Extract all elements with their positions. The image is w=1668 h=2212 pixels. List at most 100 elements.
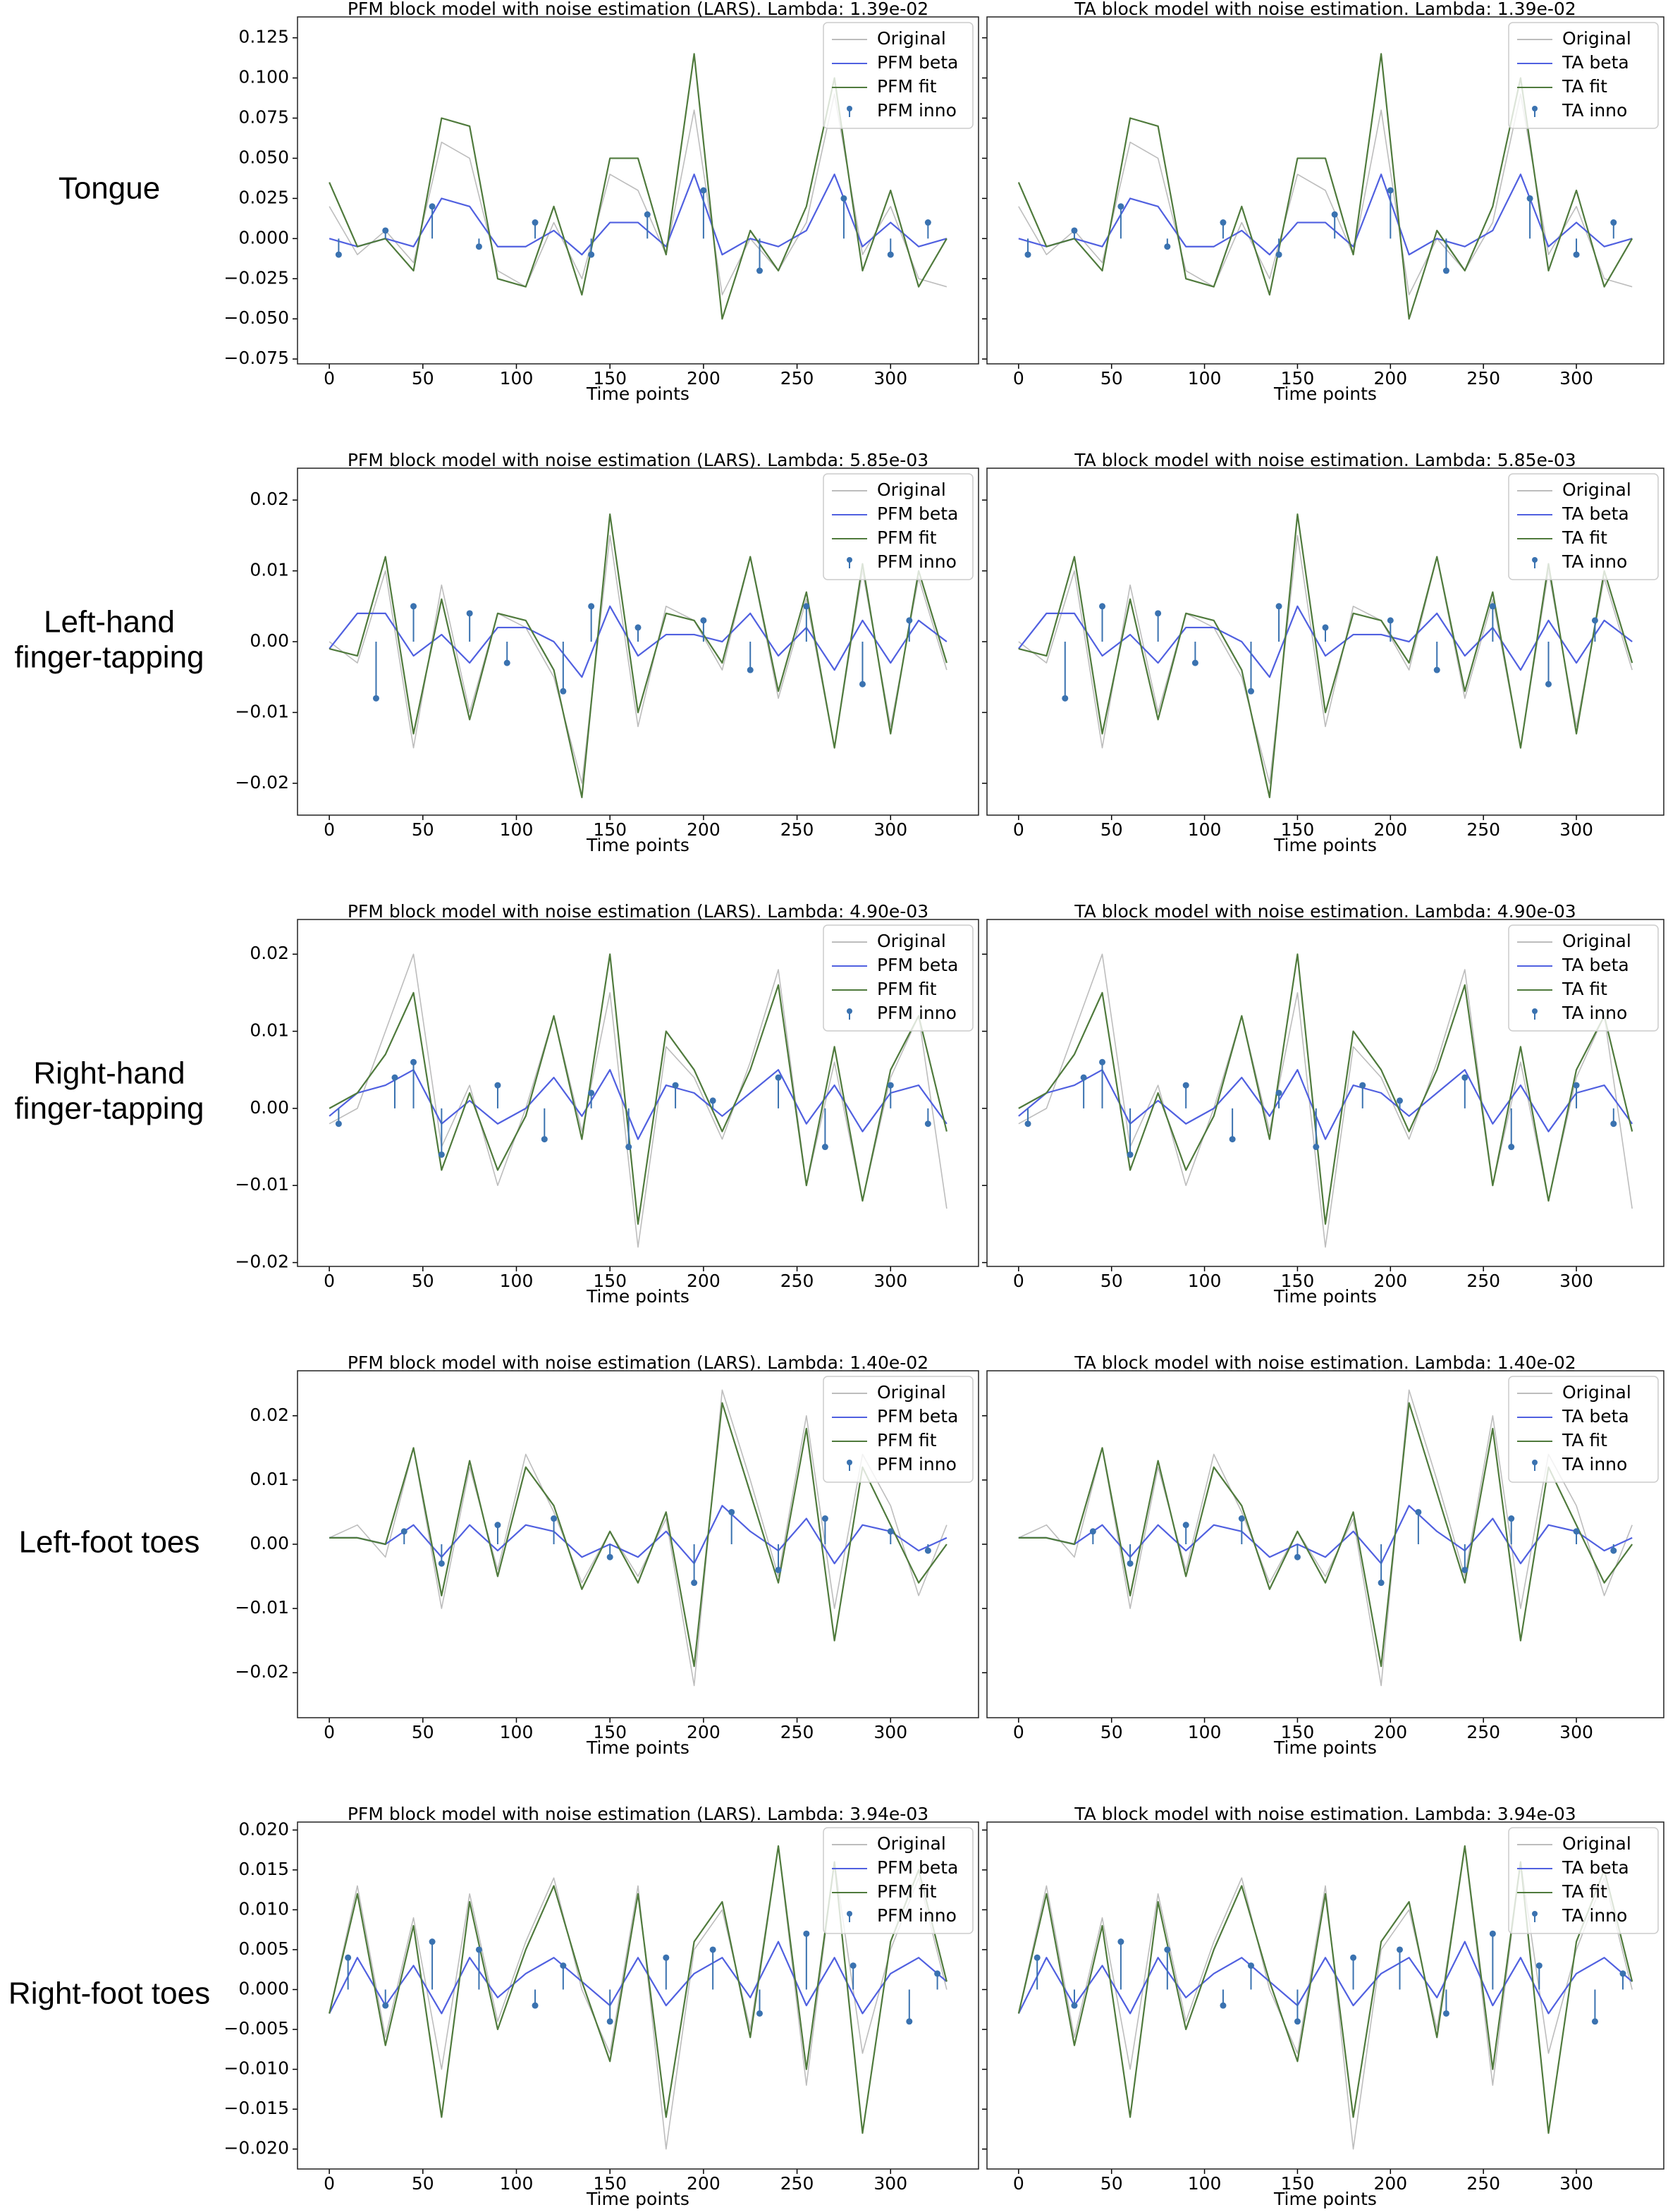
row-label: Right-hand [33, 1056, 185, 1091]
x-tick-label: 100 [1188, 368, 1222, 389]
stem-marker [1294, 2018, 1301, 2025]
x-tick-label: 0 [324, 1271, 335, 1291]
x-tick-label: 150 [593, 2173, 627, 2194]
stem-marker [1164, 243, 1171, 250]
series-line [1017, 1941, 1633, 2015]
legend-label: PFM beta [877, 1857, 958, 1878]
stem-marker [1275, 251, 1282, 258]
stem-marker [1164, 1946, 1171, 1953]
x-tick-label: 300 [1559, 1722, 1593, 1742]
series-line [1018, 513, 1633, 798]
legend-label: Original [877, 28, 946, 49]
legend-box [1508, 1827, 1659, 1934]
x-tick-label: 150 [593, 1722, 627, 1742]
stem-marker [1442, 2010, 1449, 2017]
stem-marker [1024, 251, 1031, 258]
y-tick-label: −0.075 [223, 348, 289, 368]
legend-label: TA inno [1562, 551, 1627, 572]
x-tick-label: 200 [1373, 1722, 1407, 1742]
stem-marker [551, 1515, 558, 1522]
stem-marker [1573, 251, 1580, 258]
x-tick-label: 300 [873, 1271, 907, 1291]
stem-marker [1619, 1970, 1626, 1977]
series-line [1018, 953, 1633, 1248]
x-tick-label: 200 [1373, 368, 1407, 389]
series-line [329, 1402, 948, 1668]
x-tick-label: 150 [593, 819, 627, 840]
stem-marker [1099, 1058, 1106, 1065]
x-tick-label: 300 [1559, 819, 1593, 840]
stem-marker [887, 1528, 894, 1535]
legend-swatch [847, 1911, 852, 1917]
stem-marker [1127, 1151, 1134, 1158]
stem-marker [887, 1082, 894, 1089]
x-tick-label: 250 [1466, 1271, 1500, 1291]
x-tick-label: 100 [500, 819, 534, 840]
legend-label: TA fit [1562, 1430, 1607, 1450]
chart-title: PFM block model with noise estimation (L… [348, 1804, 928, 1824]
stem-marker [1415, 1508, 1422, 1515]
stem-marker [906, 617, 913, 624]
y-tick-label: −0.020 [223, 2138, 289, 2158]
legend-label: Original [1562, 931, 1631, 951]
stem-marker [924, 219, 931, 226]
stem-marker [700, 617, 707, 624]
stem-marker [1433, 666, 1440, 673]
stem-marker [924, 1120, 931, 1128]
legend-label: PFM fit [877, 527, 937, 548]
stem-marker [1322, 624, 1329, 631]
x-tick-label: 200 [1373, 819, 1407, 840]
stem-marker [560, 688, 567, 695]
stem-marker [1089, 1528, 1096, 1535]
legend-swatch [1532, 1008, 1538, 1014]
series-line [329, 1389, 948, 1687]
y-tick-label: 0.00 [250, 630, 289, 651]
legend-label: Original [1562, 1833, 1631, 1854]
stem-marker [400, 1528, 407, 1535]
legend-label: TA beta [1562, 1857, 1629, 1878]
legend-label: PFM fit [877, 1430, 937, 1450]
legend-label: PFM fit [877, 1881, 937, 1902]
stem-marker [1387, 617, 1394, 624]
x-tick-label: 100 [1188, 819, 1222, 840]
stem-marker [672, 1082, 679, 1089]
x-tick-label: 50 [412, 1271, 434, 1291]
x-tick-label: 100 [500, 2173, 534, 2194]
x-tick-label: 150 [1281, 368, 1315, 389]
stem-marker [1508, 1515, 1515, 1522]
stem-marker [1573, 1082, 1580, 1089]
stem-marker [1071, 227, 1078, 234]
x-tick-label: 300 [1559, 2173, 1593, 2194]
stem-marker [335, 1120, 342, 1128]
x-tick-label: 0 [1013, 2173, 1024, 2194]
legend-label: Original [877, 931, 946, 951]
legend-swatch [847, 106, 852, 111]
x-tick-label: 50 [1100, 1271, 1123, 1291]
stem-marker [1461, 1074, 1468, 1081]
y-tick-label: −0.015 [223, 2098, 289, 2118]
legend-label: TA beta [1562, 503, 1629, 524]
stem-marker [438, 1151, 445, 1158]
y-tick-label: 0.125 [238, 27, 289, 47]
stem-marker [1220, 2002, 1227, 2009]
chart-title: PFM block model with noise estimation (L… [348, 0, 928, 19]
stem-marker [691, 1579, 698, 1587]
x-tick-label: 150 [1281, 1722, 1315, 1742]
y-tick-label: −0.02 [235, 1661, 289, 1682]
plot-area [329, 513, 948, 798]
plot-area [329, 53, 948, 320]
legend-box [1508, 924, 1659, 1032]
stem-marker [775, 1074, 782, 1081]
legend-label: Original [877, 1382, 946, 1403]
x-axis-label: Time points [586, 1737, 689, 1758]
legend-box [823, 1827, 974, 1934]
axes-frame [297, 468, 979, 816]
stem-marker [1275, 1089, 1282, 1096]
y-tick-label: −0.005 [223, 2018, 289, 2039]
x-tick-label: 0 [1013, 819, 1024, 840]
x-tick-label: 300 [873, 2173, 907, 2194]
axes-frame [297, 1370, 979, 1718]
x-tick-label: 50 [1100, 2173, 1123, 2194]
series-line [1018, 953, 1633, 1225]
x-tick-label: 250 [1466, 819, 1500, 840]
